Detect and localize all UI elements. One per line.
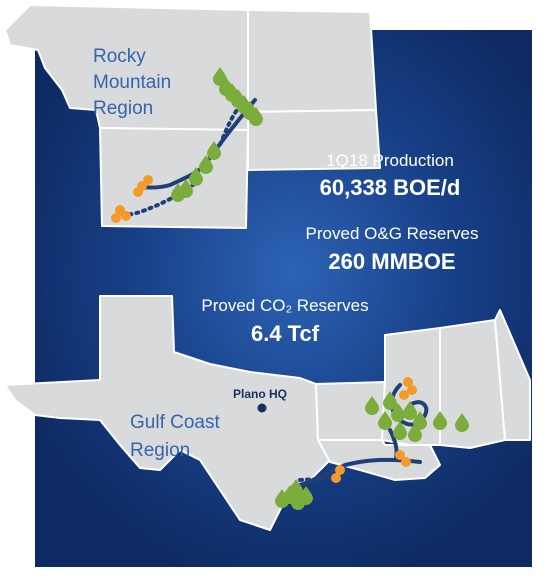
co2-source [121, 211, 131, 221]
north-dakota [247, 9, 377, 113]
stat-value: 260 MMBOE [328, 249, 455, 274]
stat-label: Proved CO₂ Reserves [201, 296, 368, 315]
stat-value: 6.4 Tcf [251, 321, 320, 346]
co2-source [143, 175, 153, 185]
alabama [439, 319, 506, 449]
co2-source [133, 187, 143, 197]
co2-source [399, 390, 409, 400]
stat-value: 60,338 BOE/d [320, 175, 461, 200]
hq-label: Plano HQ [233, 387, 287, 401]
region-label: Rocky Mountain Region [93, 46, 176, 119]
co2-source [331, 473, 341, 483]
co2-source [403, 377, 413, 387]
region-label-line: Rocky [93, 46, 146, 67]
hq-marker [257, 403, 267, 413]
pipeline [298, 476, 337, 482]
co2-source [395, 450, 405, 460]
georgia-florida [494, 309, 531, 441]
co2-source [335, 465, 345, 475]
states [4, 4, 531, 531]
region-label-line: Gulf Coast [130, 412, 220, 433]
co2-source [401, 457, 411, 467]
field-icons [111, 67, 469, 510]
texas [4, 295, 331, 531]
region-label-line: Region [93, 98, 153, 119]
region-label: Gulf Coast Region [130, 412, 225, 461]
co2-source [111, 213, 121, 223]
region-label-line: Mountain [93, 72, 171, 93]
co2-source [407, 385, 417, 395]
region-label-line: Region [130, 440, 190, 461]
pipeline [218, 103, 242, 147]
stat-label: Proved O&G Reserves [306, 224, 479, 243]
stat-label: 1Q18 Production [326, 151, 454, 170]
